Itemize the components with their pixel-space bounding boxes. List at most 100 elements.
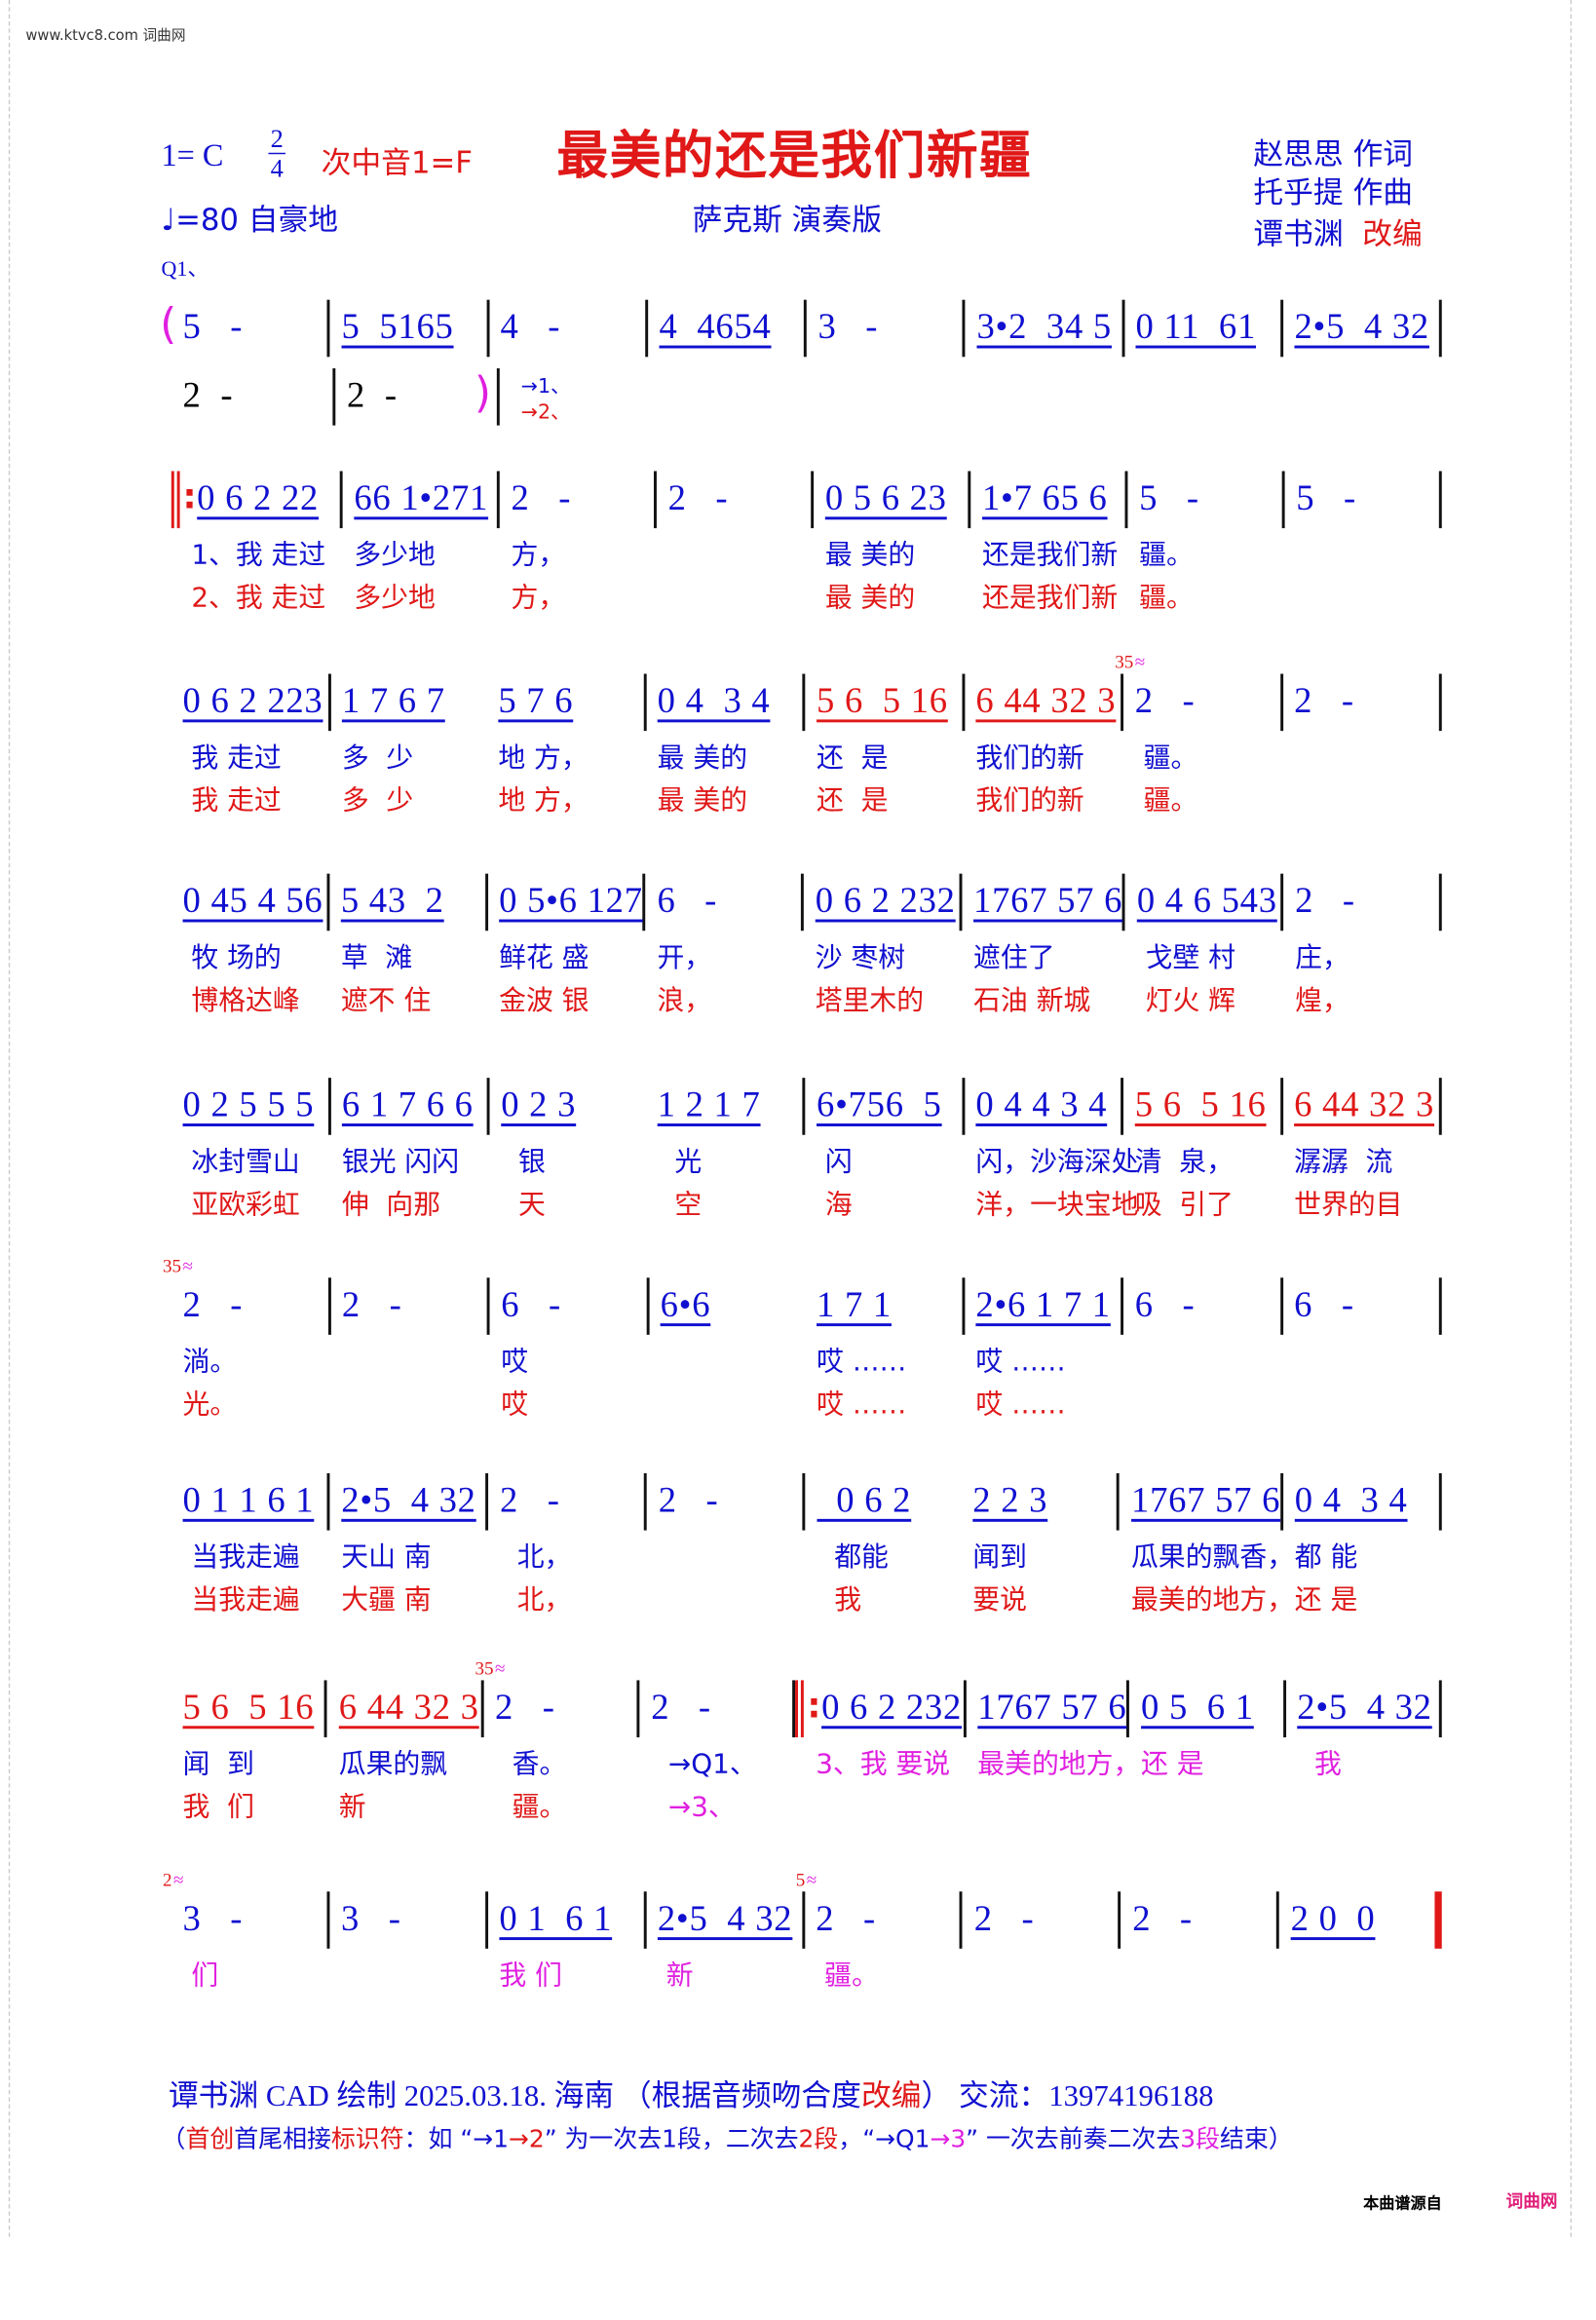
measure-notes: 4 - xyxy=(500,308,561,348)
lyric-verse-2: 我们的新 xyxy=(975,784,1084,818)
lyric-verse-1: 我 们 xyxy=(499,1959,562,1992)
measure-notes: 0 4 3 4 xyxy=(1294,1481,1408,1521)
left-margin-watermark xyxy=(8,0,27,2237)
measure-notes: 2•5 4 32 xyxy=(341,1481,476,1521)
measure: 1767 57 6 最美的地方， xyxy=(967,1680,1140,1780)
measure-notes: 6 - xyxy=(501,1286,561,1325)
measure-notes: 5 5165 xyxy=(341,308,454,348)
lyric-verse-1: 银光 闪闪 xyxy=(341,1146,460,1178)
lyric-verse-2: 新 xyxy=(338,1791,366,1823)
lyric-verse-2: 多少地 xyxy=(354,582,436,614)
footer-text: ” 为一次去1段，二次去 xyxy=(544,2125,799,2154)
jump-mark-1: →1、 xyxy=(520,375,571,399)
grace-note: 35 xyxy=(1115,651,1145,673)
measure: 2 - 庄， 煌， xyxy=(1283,873,1442,1016)
site-header[interactable]: www.ktvc8.com 词曲网 xyxy=(25,28,186,45)
measure: 6 - 开， 浪， xyxy=(646,873,805,1016)
measure-notes: 66 1•271 xyxy=(354,479,489,518)
source-site-link[interactable]: 词曲网 xyxy=(1505,2190,1558,2212)
lyric-verse-1: 还 是 xyxy=(1141,1748,1204,1780)
lyric-verse-2: 洋，一块宝地 xyxy=(975,1189,1139,1221)
measure-notes: 0 1 6 1 xyxy=(499,1900,613,1939)
source-label: 本曲谱源自 xyxy=(1363,2193,1442,2213)
measure-notes: 2 - xyxy=(347,376,398,416)
lyric-verse-2: 塔里木的 xyxy=(815,984,925,1017)
lyric-verse-2: 博格达峰 xyxy=(182,984,300,1017)
measure-notes: 3•2 34 5 xyxy=(976,308,1112,348)
measure-notes: 6 - xyxy=(1134,1286,1196,1325)
measure-notes: 0 1 1 6 1 xyxy=(182,1481,315,1521)
composer-credit: 托乎提 作曲 xyxy=(1253,175,1413,210)
measure-notes: 2•5 4 32 xyxy=(1294,308,1429,348)
footer-credits: 谭书渊 CAD 绘制 2025.03.18. 海南 （根据音频吻合度改编） 交流… xyxy=(169,2073,1214,2115)
measure-repeat-start: 0 6 2 22 1、我 走过 2、我 走过 xyxy=(171,471,343,614)
lyric-verse-2: 还 是 xyxy=(817,784,889,818)
lyric-verse-1: 疆。 xyxy=(1134,742,1198,775)
lyric-verse-1: 当我走遍 xyxy=(182,1541,300,1574)
lyric-verse-1: 方， xyxy=(511,539,566,572)
measure: 2 2 3 闻到 要说 xyxy=(962,1472,1121,1616)
measure-notes: 2 - xyxy=(651,1689,711,1728)
measure-notes: 0 11 61 xyxy=(1135,308,1257,348)
measure: 0 5•6 127 鲜花 盛金波 银 xyxy=(487,873,646,1016)
grace-note: 35 xyxy=(475,1657,505,1680)
measure-notes: 0 6 2 232 xyxy=(821,1689,963,1728)
lyric-verse-1: 遮住了 xyxy=(973,941,1055,974)
system-3: 0 45 4 56 牧 场的 博格达峰 5 43 2 草 滩遮不 住 0 5•6 12… xyxy=(171,873,1442,1303)
lyric-verse-2: 亚欧彩虹 xyxy=(182,1189,300,1221)
measure: 0 5 6 23 最 美的最 美的 xyxy=(814,471,971,614)
measure-notes: 6•756 5 xyxy=(817,1085,942,1125)
lyric-verse-1: 我 xyxy=(1297,1748,1342,1780)
footer-text: 改编 xyxy=(860,2078,922,2113)
time-top: 2 xyxy=(270,124,284,153)
measure: 5 - xyxy=(171,299,330,358)
footer-text: →2 xyxy=(508,2125,545,2154)
lyric-verse-2: 要说 xyxy=(972,1584,1028,1616)
lyric-verse-1: 多 少 xyxy=(341,742,414,775)
lyric-verse-2: 多 少 xyxy=(341,784,414,818)
lyric-verse-2: 金波 银 xyxy=(499,984,589,1017)
measure-repeat-start: 0 6 2 232 3、我 要说 xyxy=(795,1680,967,1780)
lyric-verse-1: 牧 场的 xyxy=(182,941,282,974)
measure-notes: 2 - xyxy=(182,376,234,416)
notation-row: 3 -2 们3 -0 1 6 1我 们2•5 4 32 新2 -5 疆。2 -2… xyxy=(163,1869,1442,1992)
measure-notes: 2 - xyxy=(1295,882,1355,921)
measure: 0 6 2 223 我 走过 我 走过 xyxy=(171,673,331,817)
measure-notes: 2 - xyxy=(1132,1900,1193,1939)
lyric-verse-2: 北， xyxy=(500,1584,572,1616)
measure: 2 - 35 淌。光。 xyxy=(163,1255,331,1421)
measure-notes: 6 44 32 3 xyxy=(338,1689,479,1728)
measure: 5 6 5 16 闻 到我 们 xyxy=(171,1680,328,1823)
lyric-verse-2: 世界的目 xyxy=(1294,1189,1403,1221)
key-signature: 1= C xyxy=(161,136,224,173)
measure-notes: 5 - xyxy=(182,308,244,348)
lyric-verse-2: 我 们 xyxy=(182,1791,254,1823)
measure-notes: 2 - xyxy=(816,1900,876,1939)
measure: 0 6 2 都能 我 xyxy=(806,1473,962,1616)
lyric-verse-1: 闪 xyxy=(817,1146,853,1178)
measure-notes: 6 44 32 3 xyxy=(975,682,1117,721)
system-intro-tail: 2 - 2 -) →1、 →2、 xyxy=(171,367,571,797)
footer-text: ：如 “→1 xyxy=(403,2125,509,2154)
measure-notes: 5 43 2 xyxy=(340,882,444,921)
measure-notes: 2•6 1 7 1 xyxy=(975,1286,1111,1325)
footer-text: 首尾相接 xyxy=(234,2125,331,2154)
measure: 4 - xyxy=(489,299,648,358)
measure: 2 - →Q1、 →3、 xyxy=(639,1680,796,1823)
measure: 0 11 61 xyxy=(1124,299,1283,358)
lyric-verse-1: 最美的地方， xyxy=(977,1748,1141,1780)
lyric-verse-1: 淌。 xyxy=(182,1346,238,1378)
measure-notes: 0 2 3 xyxy=(501,1085,577,1125)
lyric-verse-1: 银 xyxy=(501,1146,546,1178)
measure: 3•2 34 5 xyxy=(966,299,1124,358)
measure-notes: 2•5 4 32 xyxy=(1297,1689,1432,1728)
lyric-verse-1: 哎 …… xyxy=(817,1346,907,1378)
lyric-verse-2: 浪， xyxy=(657,984,712,1017)
lyric-verse-2: 疆。 xyxy=(1134,784,1198,818)
intro-paren-open: ( xyxy=(160,299,177,350)
